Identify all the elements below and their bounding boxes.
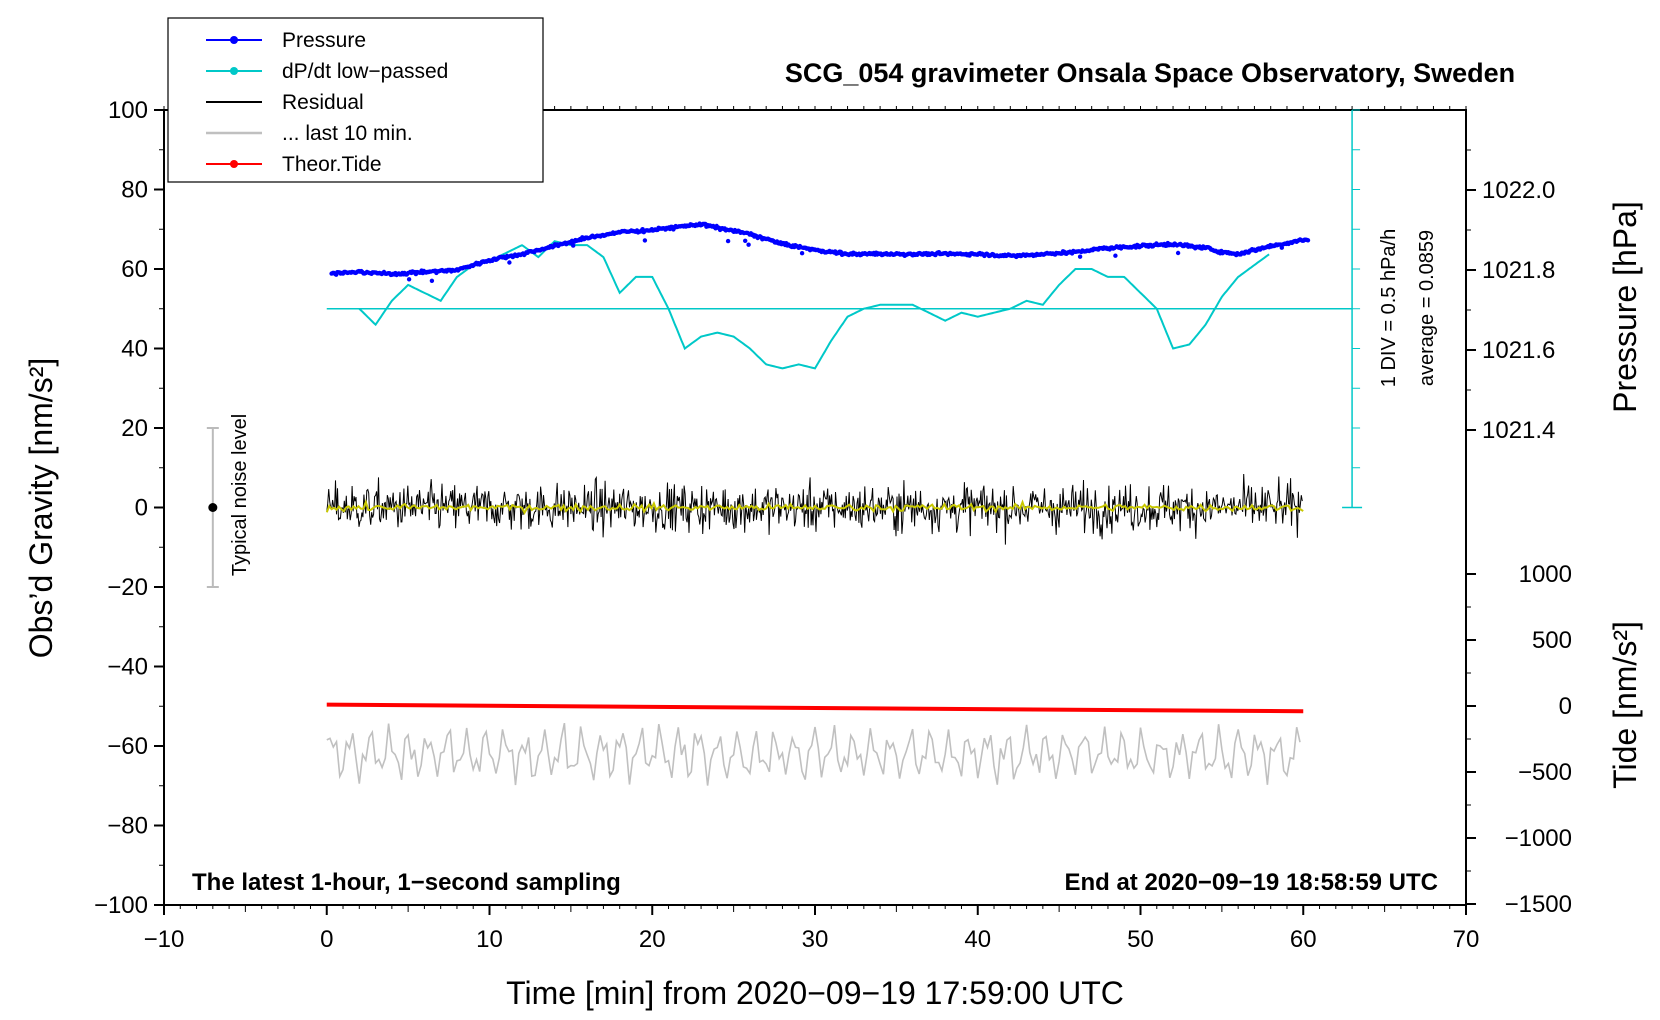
- y-tick-label: 80: [121, 177, 148, 204]
- pressure-point: [1113, 253, 1118, 258]
- y-tick-label: 0: [135, 495, 148, 522]
- pressure-tick-label: 1021.6: [1482, 337, 1555, 364]
- pressure-point: [406, 277, 412, 282]
- pressure-tick-label: 1021.8: [1482, 257, 1555, 284]
- x-tick-label: 50: [1127, 926, 1154, 953]
- y-axis-label-tide: Tide [nm/s²]: [1607, 621, 1643, 789]
- pressure-point: [507, 260, 512, 265]
- x-tick-label: 10: [476, 926, 503, 953]
- chart-title: SCG_054 gravimeter Onsala Space Observat…: [785, 58, 1515, 88]
- bottom-left-note: The latest 1-hour, 1−second sampling: [192, 869, 621, 896]
- pressure-point: [743, 238, 748, 243]
- tide-tick-label: 500: [1532, 627, 1572, 654]
- dpdt-average-label: average = 0.0859: [1416, 230, 1438, 386]
- y-tick-label: −60: [107, 733, 148, 760]
- y-tick-label: −80: [107, 813, 148, 840]
- tide-tick-label: 1000: [1519, 561, 1572, 588]
- pressure-point: [642, 238, 648, 243]
- pressure-point: [1305, 238, 1311, 243]
- y-tick-label: 40: [121, 336, 148, 363]
- pressure-point: [1279, 245, 1285, 250]
- legend-label: Theor.Tide: [282, 153, 382, 176]
- y-tick-label: −40: [107, 654, 148, 681]
- y-axis-label-left: Obs’d Gravity [nm/s²]: [23, 358, 59, 659]
- x-axis-label: Time [min] from 2020−09−19 17:59:00 UTC: [506, 975, 1124, 1011]
- x-tick-label: 30: [802, 926, 829, 953]
- pressure-point: [429, 278, 435, 283]
- y-axis-label-pressure: Pressure [hPa]: [1607, 201, 1643, 413]
- y-tick-label: 20: [121, 415, 148, 442]
- legend-label: Pressure: [282, 29, 366, 52]
- x-tick-label: 0: [320, 926, 333, 953]
- pressure-point: [571, 243, 576, 248]
- x-tick-label: 70: [1453, 926, 1480, 953]
- legend-label: ... last 10 min.: [282, 122, 413, 145]
- residual-smoothed-line: [325, 498, 1304, 515]
- residual-line: [326, 473, 1303, 545]
- pressure-tick-label: 1022.0: [1482, 177, 1555, 204]
- legend-marker: [230, 160, 238, 168]
- legend-marker: [230, 36, 238, 44]
- data-layer: [206, 109, 1363, 786]
- tick-layer: −10 0 10 20 30 40 50 60 70100806040200−20−40−60−…: [94, 97, 1572, 953]
- x-tick-label: 40: [964, 926, 991, 953]
- tide-tick-label: 0: [1559, 693, 1572, 720]
- legend-box: [167, 17, 544, 183]
- pressure-point: [746, 242, 751, 247]
- tide-tick-label: −1000: [1505, 825, 1572, 852]
- x-tick-label: 20: [639, 926, 666, 953]
- tide-line: [326, 702, 1304, 714]
- y-tick-label: 60: [121, 256, 148, 283]
- tide-tick-label: −500: [1518, 759, 1572, 786]
- pressure-tick-label: 1021.4: [1482, 417, 1555, 444]
- pressure-point: [725, 238, 731, 244]
- x-tick-label: −10: [144, 926, 185, 953]
- legend-label: Residual: [282, 91, 364, 114]
- last-10-min-line: [326, 722, 1301, 786]
- dpdt-line: [358, 240, 1270, 370]
- pressure-series: [329, 221, 1311, 283]
- legend: Pressure dP/dt low−passed Residual ... last…: [167, 17, 544, 183]
- pressure-point: [1175, 250, 1181, 256]
- dpdt-scale-label: 1 DIV = 0.5 hPa/h: [1378, 229, 1400, 387]
- x-tick-label: 60: [1290, 926, 1317, 953]
- bottom-right-note: End at 2020−09−19 18:58:59 UTC: [1064, 869, 1438, 896]
- y-tick-label: 100: [108, 97, 148, 124]
- tide-tick-label: −1500: [1505, 891, 1572, 918]
- noise-level-label: Typical noise level: [229, 414, 251, 576]
- pressure-point: [799, 251, 805, 256]
- legend-label: dP/dt low−passed: [282, 60, 448, 83]
- noise-bar-center: [208, 503, 218, 512]
- y-tick-label: −20: [107, 574, 148, 601]
- pressure-point: [1077, 254, 1083, 259]
- y-tick-label: −100: [94, 892, 148, 919]
- legend-marker: [230, 67, 238, 75]
